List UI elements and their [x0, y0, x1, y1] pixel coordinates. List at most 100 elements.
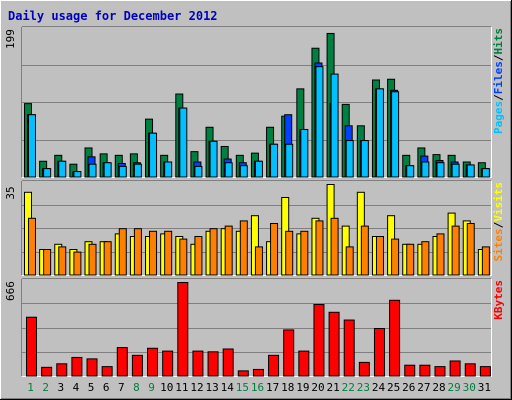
kbytes-bar — [177, 282, 189, 377]
pages-bar — [330, 73, 339, 178]
sites-bar — [436, 233, 445, 276]
kbytes-legend-text: KBytes — [492, 280, 505, 320]
kbytes-bar — [207, 351, 219, 377]
sites-bar — [285, 230, 294, 276]
kbytes-panel-bg — [22, 279, 491, 376]
hits-legend-text: Pages/Files/Hits — [492, 28, 505, 134]
hits-ymax-label: 199 — [4, 29, 17, 49]
x-tick-label: 8 — [133, 381, 140, 394]
x-tick-label: 21 — [327, 381, 340, 394]
sites-bar — [345, 246, 354, 276]
x-tick-label: 18 — [281, 381, 294, 394]
x-tick-label: 19 — [296, 381, 309, 394]
pages-bar — [466, 164, 475, 178]
visits-legend-visits: Visits — [492, 182, 505, 222]
sites-bar — [58, 246, 67, 276]
sites-bar — [254, 246, 263, 276]
sites-bar — [300, 230, 309, 276]
pages-bar — [73, 171, 82, 178]
kbytes-bar — [268, 354, 280, 377]
kbytes-bar — [192, 350, 204, 377]
visits-legend: Sites/Visits — [492, 182, 505, 262]
pages-bar — [103, 162, 112, 178]
pages-bar — [239, 165, 248, 178]
kbytes-bar — [283, 329, 295, 377]
x-tick-label: 23 — [357, 381, 370, 394]
x-tick-label: 11 — [175, 381, 188, 394]
sites-bar — [375, 236, 384, 276]
sites-bar — [164, 230, 173, 276]
x-tick-label: 30 — [463, 381, 476, 394]
pages-bar — [43, 168, 52, 178]
x-tick-label: 13 — [205, 381, 218, 394]
x-tick-label: 10 — [160, 381, 173, 394]
x-tick-label: 3 — [58, 381, 65, 394]
pages-bar — [481, 168, 490, 178]
x-tick-label: 4 — [73, 381, 80, 394]
hits-legend-files: Files — [492, 61, 505, 94]
x-tick-label: 22 — [342, 381, 355, 394]
visits-legend-separator: / — [492, 221, 505, 228]
pages-bar — [133, 163, 142, 178]
kbytes-bar — [404, 364, 416, 377]
pages-bar — [436, 162, 445, 178]
pages-bar — [28, 114, 36, 178]
kbytes-bar — [26, 316, 37, 377]
sites-bar — [149, 230, 158, 276]
sites-bar — [103, 241, 112, 276]
x-tick-label: 12 — [190, 381, 203, 394]
kbytes-bar — [313, 304, 325, 377]
hits-legend-hits: Hits — [492, 28, 505, 55]
kbytes-bar — [298, 350, 310, 377]
sites-bar — [421, 241, 430, 276]
x-tick-label: 1 — [27, 381, 34, 394]
kbytes-bar — [101, 366, 113, 377]
sites-bar — [451, 225, 460, 276]
sites-bar — [73, 251, 82, 276]
pages-bar — [345, 140, 354, 178]
pages-bar — [360, 140, 369, 178]
sites-bar — [133, 228, 142, 276]
sites-bar — [43, 249, 52, 276]
pages-bar — [179, 107, 188, 178]
x-tick-label: 27 — [417, 381, 430, 394]
kbytes-bar — [419, 364, 431, 377]
kbytes-legend: KBytes — [492, 280, 505, 320]
sites-bar — [270, 223, 279, 276]
hits-legend-separator: / — [492, 94, 505, 101]
kbytes-bar — [389, 299, 401, 377]
visits-legend-text: Sites/Visits — [492, 182, 505, 262]
sites-bar — [466, 223, 475, 276]
pages-bar — [270, 143, 279, 178]
kbytes-bar — [56, 363, 68, 377]
pages-bar — [254, 160, 263, 178]
kbytes-bar — [373, 328, 385, 377]
visits-legend-sites: Sites — [492, 228, 505, 261]
kbytes-bar — [358, 361, 370, 377]
pages-bar — [58, 160, 67, 178]
sites-bar — [239, 220, 248, 276]
kbytes-bar — [41, 366, 53, 377]
kbytes-bar — [434, 366, 446, 377]
sites-bar — [315, 220, 324, 276]
kbytes-bar — [116, 347, 128, 377]
pages-bar — [391, 91, 400, 178]
x-tick-label: 9 — [148, 381, 155, 394]
pages-bar — [224, 162, 233, 178]
pages-bar — [194, 165, 203, 178]
kbytes-bar — [147, 347, 159, 377]
sites-bar — [481, 246, 490, 276]
pages-bar — [451, 163, 460, 178]
hits-legend: Pages/Files/Hits — [492, 28, 505, 134]
pages-bar — [164, 161, 173, 178]
kbytes-ymax-label: 666 — [4, 281, 17, 301]
kbytes-legend-kbytes: KBytes — [492, 280, 505, 320]
sites-bar — [88, 243, 97, 276]
sites-bar — [179, 238, 188, 276]
pages-bar — [406, 165, 415, 178]
pages-bar — [315, 66, 324, 178]
pages-bar — [118, 165, 127, 178]
sites-bar — [391, 238, 400, 276]
